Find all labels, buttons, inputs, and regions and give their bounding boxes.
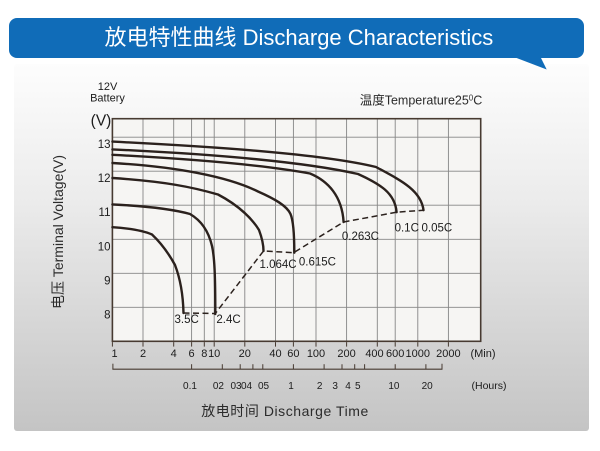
svg-text:2: 2	[317, 381, 323, 392]
svg-text:05: 05	[258, 381, 270, 392]
svg-text:20: 20	[422, 381, 434, 392]
svg-text:4: 4	[345, 381, 351, 392]
svg-text:8: 8	[104, 309, 110, 321]
svg-text:200: 200	[337, 348, 355, 360]
svg-text:100: 100	[307, 348, 325, 360]
svg-text:400: 400	[365, 348, 383, 360]
svg-text:6: 6	[189, 348, 195, 360]
svg-text:03: 03	[230, 381, 242, 392]
svg-text:9: 9	[104, 275, 110, 287]
svg-text:0.615C: 0.615C	[299, 257, 336, 269]
svg-text:4: 4	[171, 348, 177, 360]
svg-text:2: 2	[140, 348, 146, 360]
svg-text:20: 20	[239, 348, 251, 360]
svg-text:12V: 12V	[98, 81, 118, 93]
svg-text:0.263C: 0.263C	[342, 231, 379, 243]
svg-text:(Hours): (Hours)	[471, 380, 506, 392]
svg-text:40: 40	[269, 348, 281, 360]
svg-text:3.5C: 3.5C	[175, 314, 199, 326]
svg-text:04: 04	[241, 381, 253, 392]
svg-text:1: 1	[288, 381, 294, 392]
svg-text:02: 02	[213, 381, 225, 392]
svg-text:10: 10	[98, 241, 111, 253]
svg-text:2.4C: 2.4C	[216, 314, 240, 326]
svg-text:10: 10	[208, 348, 220, 360]
svg-text:60: 60	[287, 348, 299, 360]
svg-text:放电时间 Discharge Time: 放电时间 Discharge Time	[201, 403, 369, 419]
svg-text:0.1: 0.1	[183, 381, 197, 392]
svg-text:1.064C: 1.064C	[260, 259, 297, 271]
svg-text:1000: 1000	[406, 348, 430, 360]
svg-text:13: 13	[98, 139, 111, 151]
svg-text:Battery: Battery	[90, 93, 125, 105]
svg-text:10: 10	[388, 381, 400, 392]
svg-text:温度Temperature250C: 温度Temperature250C	[360, 93, 483, 108]
svg-text:0.1C: 0.1C	[395, 223, 419, 235]
svg-text:(Min): (Min)	[470, 348, 495, 360]
svg-text:11: 11	[99, 207, 111, 219]
svg-text:3: 3	[332, 381, 338, 392]
svg-text:1: 1	[111, 348, 117, 360]
svg-text:12: 12	[98, 173, 111, 185]
svg-text:600: 600	[386, 348, 404, 360]
svg-text:0.05C: 0.05C	[422, 223, 453, 235]
svg-text:8: 8	[201, 348, 207, 360]
svg-text:2000: 2000	[436, 348, 460, 360]
svg-text:电压 Terminal Voltage(V): 电压 Terminal Voltage(V)	[50, 155, 66, 309]
svg-text:(V): (V)	[91, 113, 112, 130]
svg-text:5: 5	[355, 381, 361, 392]
